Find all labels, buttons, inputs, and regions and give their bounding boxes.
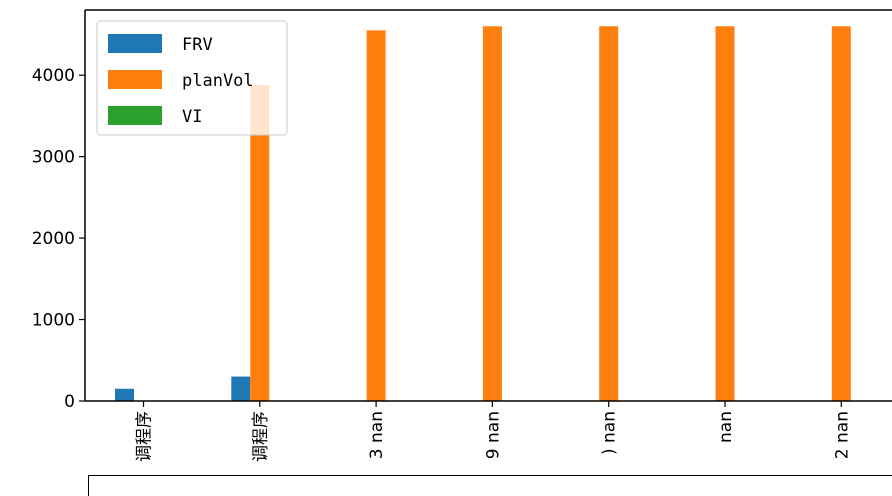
bar-FRV-1 [231,376,251,401]
bar-FRV-0 [115,388,134,401]
x-tick-label-6: 2 nan [832,411,852,459]
bars-group [115,26,851,402]
x-tick-label-0: 调程序 [135,411,155,462]
legend-swatch-planVol [108,70,162,89]
bar-planVol-4 [599,26,619,401]
legend: FRV planVol VI [96,20,288,136]
y-tick-label-2: 2000 [32,229,75,249]
y-tick-label-1: 1000 [32,311,75,331]
bottom-panel-edge [88,475,892,496]
y-tick-label-0: 0 [64,392,75,412]
legend-label-VI: VI [182,107,202,127]
x-tick-label-3: 9 nan [483,411,503,459]
legend-label-FRV: FRV [182,35,213,55]
y-tick-label-4: 4000 [32,66,75,86]
bar-planVol-6 [831,26,851,401]
y-tick-label-3: 3000 [32,148,75,168]
x-tick-label-2: 3 nan [367,411,387,459]
bar-planVol-3 [482,26,502,401]
legend-label-planVol: planVol [182,71,254,91]
bar-planVol-2 [366,30,386,402]
x-tick-label-4: ) nan [600,411,620,455]
x-tick-label-1: 调程序 [251,411,271,462]
x-tick-label-5: nan [716,411,736,443]
bar-planVol-5 [715,26,735,401]
legend-swatch-VI [108,106,162,125]
legend-swatch-FRV [108,34,162,53]
bar-chart: 0 1000 2000 3000 4000 调程序 调程序 3 nan 9 nan ) nan n… [32,9,892,462]
bar-planVol-1 [250,84,270,401]
x-ticks-group: 调程序 调程序 3 nan 9 nan ) nan nan 2 nan [135,401,852,462]
y-ticks-group: 0 1000 2000 3000 4000 [32,66,85,412]
